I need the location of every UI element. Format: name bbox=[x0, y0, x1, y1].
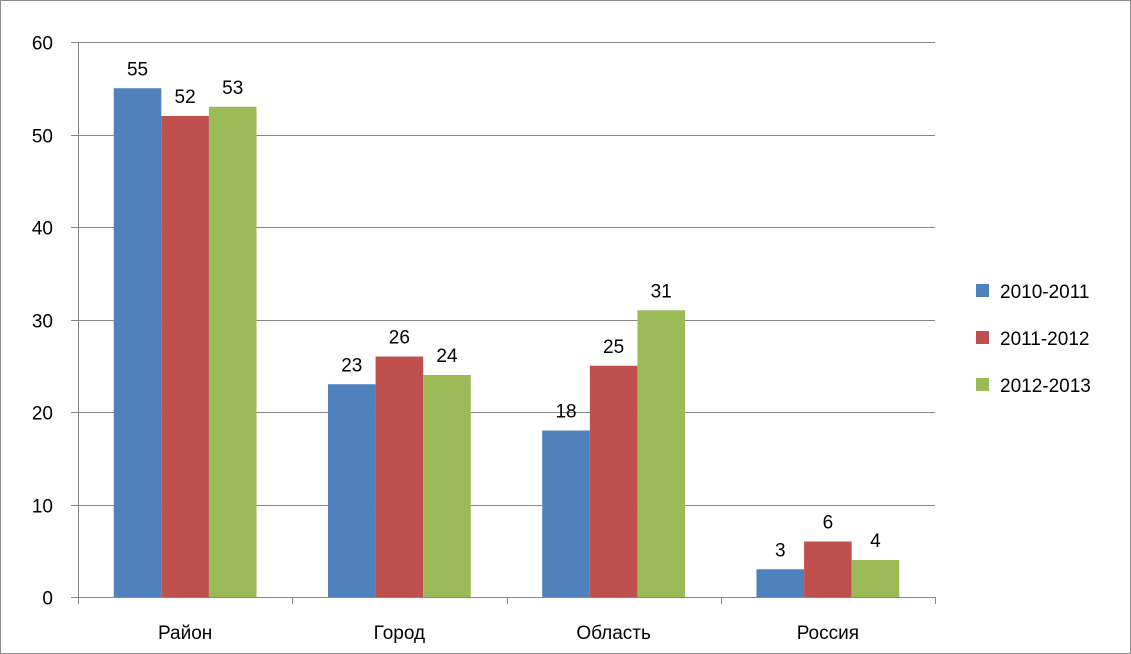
y-tick-label: 10 bbox=[32, 497, 53, 518]
data-label: 53 bbox=[222, 78, 243, 99]
data-label: 18 bbox=[555, 402, 576, 423]
bar-2011-2012-Район bbox=[161, 116, 209, 597]
x-tick-label: Россия bbox=[797, 623, 859, 644]
data-label: 4 bbox=[870, 531, 881, 552]
data-label: 55 bbox=[127, 59, 148, 80]
data-label: 52 bbox=[175, 87, 196, 108]
bar-2012-2013-Город bbox=[423, 375, 471, 597]
bar-2010-2011-Район bbox=[113, 88, 162, 597]
y-tick-label: 30 bbox=[32, 312, 53, 333]
bar-2011-2012-Россия bbox=[804, 541, 852, 597]
legend-swatch bbox=[976, 284, 989, 297]
y-tick-label: 0 bbox=[42, 589, 53, 610]
axes: 0 10 20 30 40 50 60 Район Город Область Россия bbox=[32, 34, 936, 644]
data-label: 6 bbox=[823, 513, 834, 534]
data-label: 3 bbox=[775, 540, 786, 561]
data-labels: 55 52 53 23 26 24 18 25 31 3 6 4 bbox=[127, 59, 881, 561]
data-label: 23 bbox=[341, 355, 362, 376]
bar-2012-2013-Область bbox=[637, 310, 686, 597]
x-tick-label: Город bbox=[374, 623, 425, 644]
bar-2010-2011-Область bbox=[542, 430, 590, 597]
y-tick-label: 60 bbox=[32, 34, 53, 55]
y-tick-label: 50 bbox=[32, 127, 53, 148]
legend-label: 2010-2011 bbox=[1000, 282, 1089, 303]
bar-2010-2011-Город bbox=[327, 384, 376, 597]
bar-2012-2013-Россия bbox=[851, 560, 900, 597]
data-label: 31 bbox=[651, 281, 672, 302]
bar-2011-2012-Город bbox=[375, 356, 424, 597]
bar-2011-2012-Область bbox=[589, 365, 638, 597]
bar-2010-2011-Россия bbox=[756, 569, 805, 597]
data-label: 24 bbox=[436, 346, 458, 367]
bar-2012-2013-Район bbox=[208, 106, 257, 597]
legend: 2010-2011 2011-2012 2012-2013 bbox=[976, 282, 1091, 397]
data-label: 25 bbox=[603, 337, 624, 358]
legend-swatch bbox=[976, 378, 989, 391]
bars bbox=[113, 88, 900, 597]
data-label: 26 bbox=[389, 328, 410, 349]
legend-label: 2012-2013 bbox=[1000, 376, 1091, 397]
legend-swatch bbox=[976, 331, 989, 344]
legend-label: 2011-2012 bbox=[1000, 329, 1089, 350]
y-tick-label: 20 bbox=[32, 404, 53, 425]
x-tick-label: Район bbox=[158, 623, 212, 644]
y-tick-label: 40 bbox=[32, 219, 53, 240]
x-tick-label: Область bbox=[576, 623, 651, 644]
